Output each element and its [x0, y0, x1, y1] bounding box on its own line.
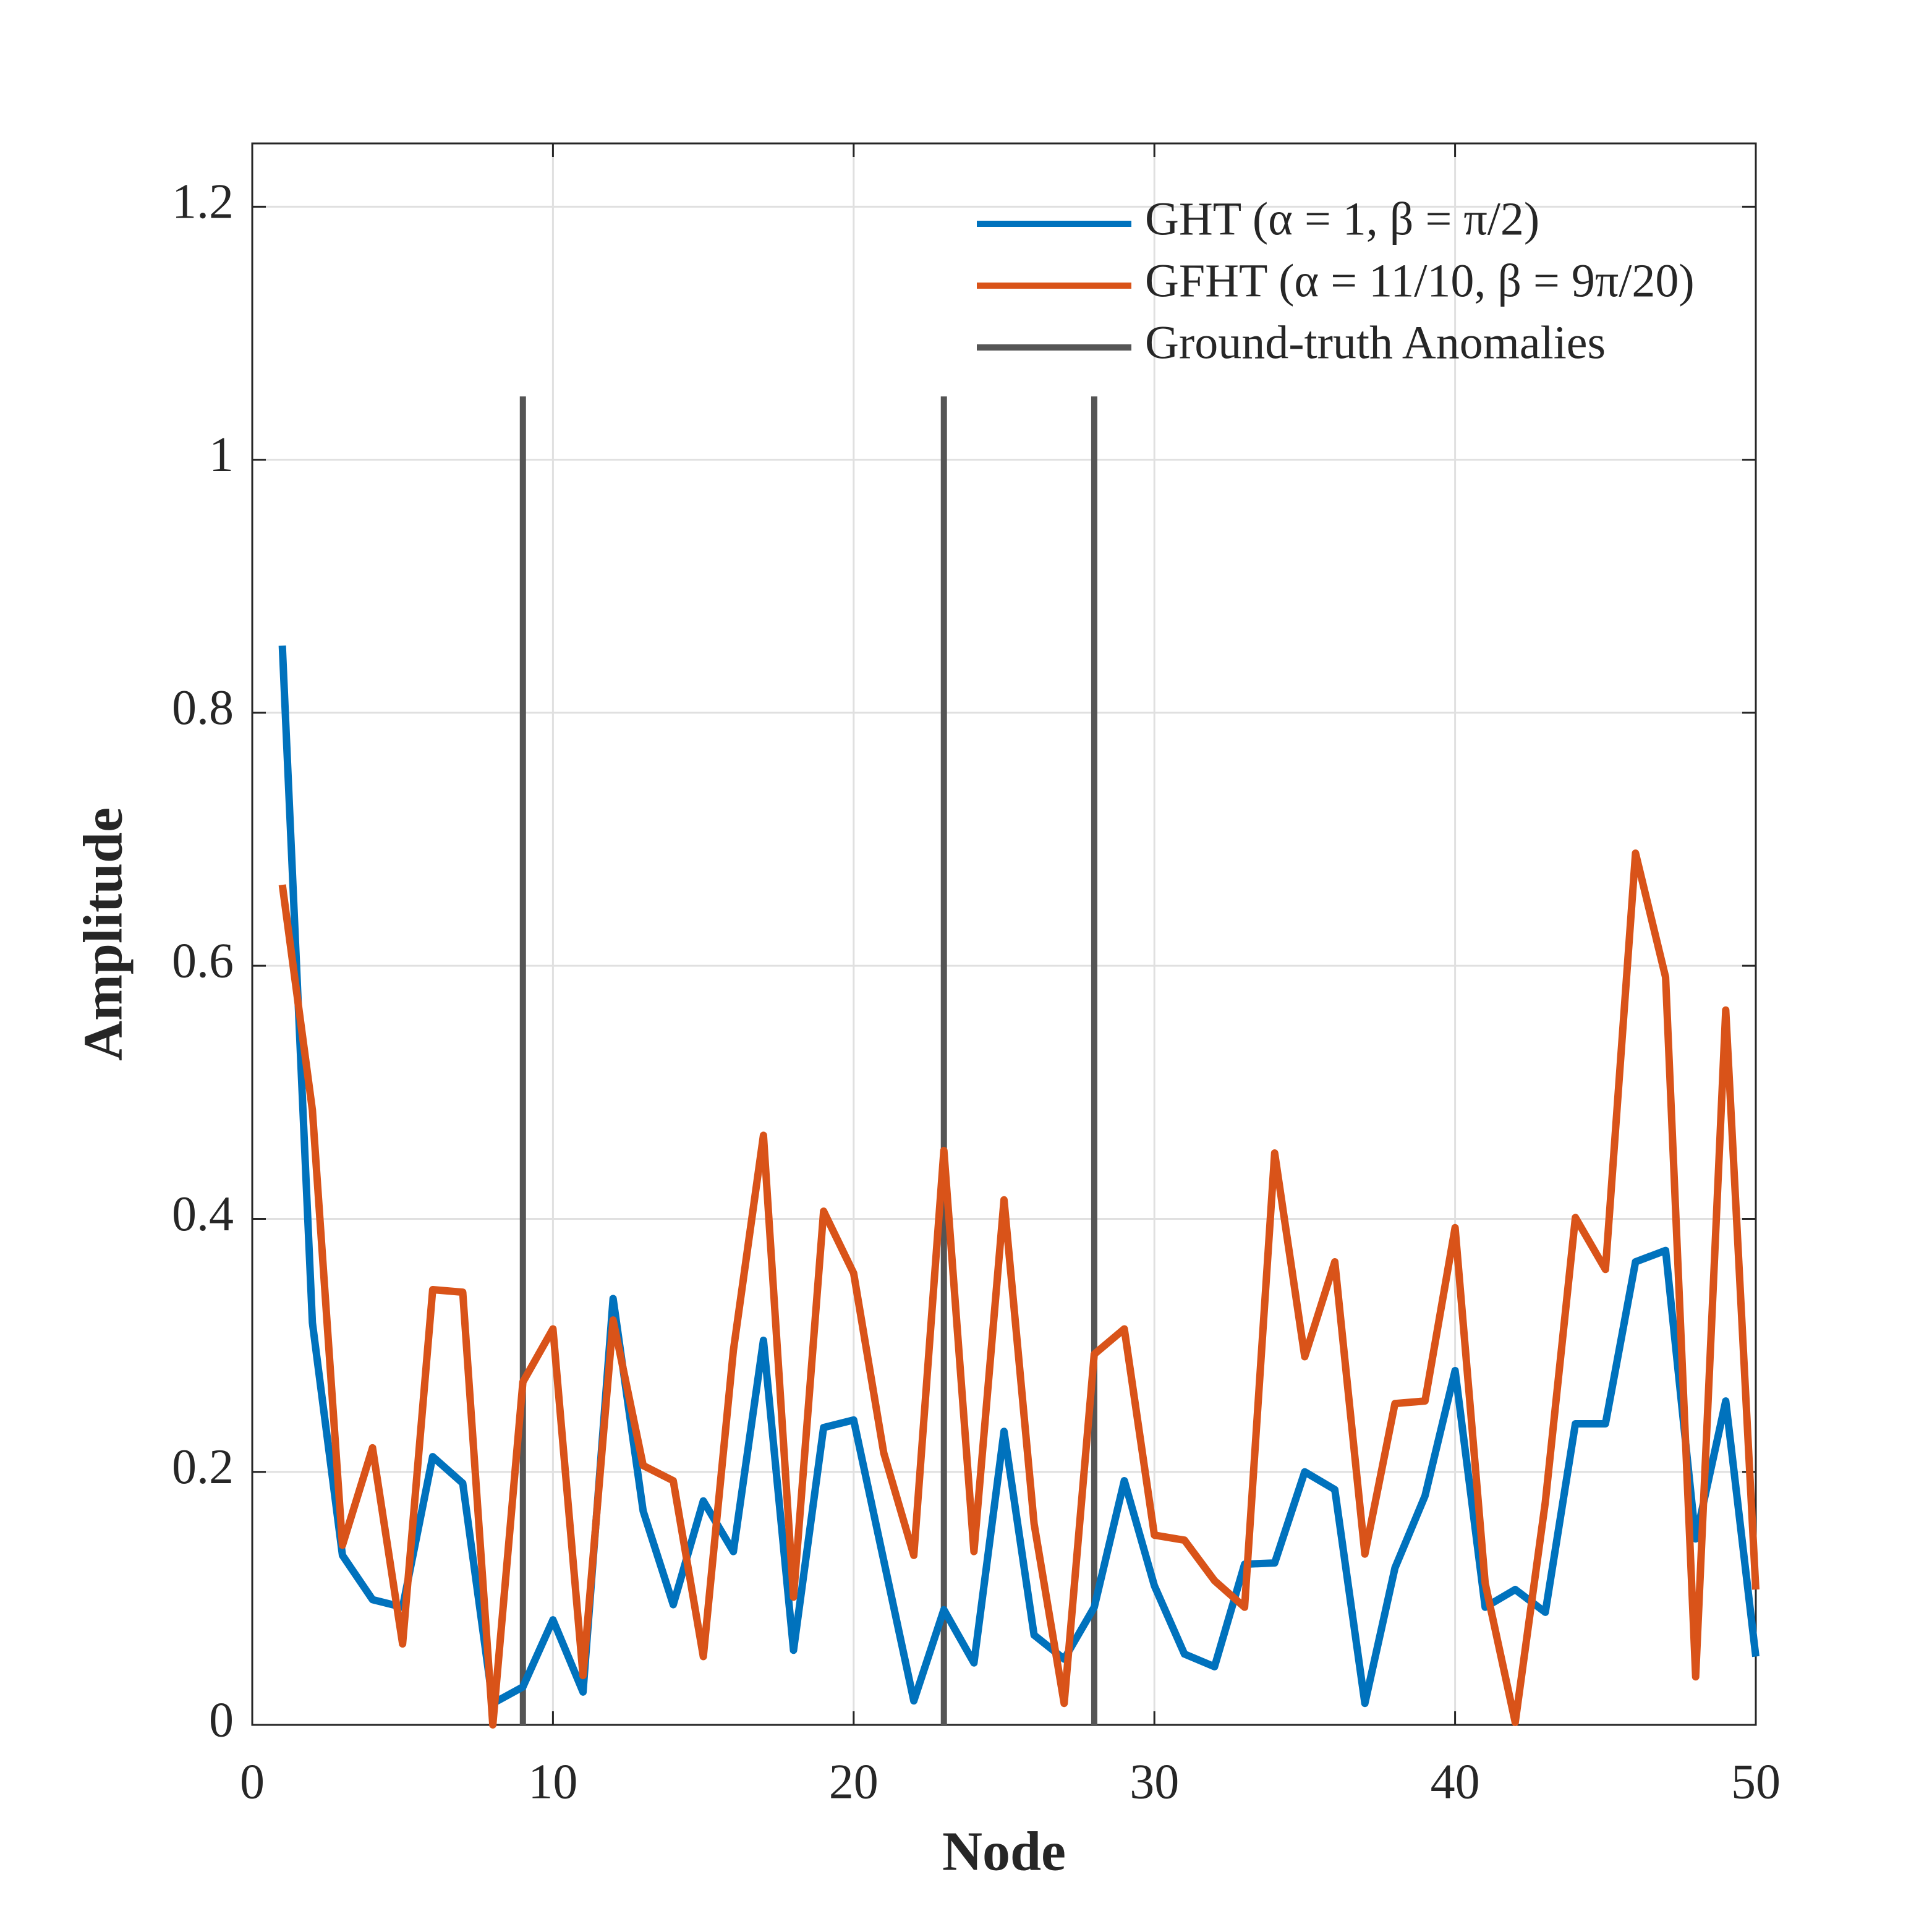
x-tick-label: 20 — [829, 1755, 879, 1809]
y-axis-label: Amplitude — [73, 807, 134, 1061]
series-line — [278, 645, 1760, 1708]
series-line — [278, 849, 1760, 1729]
y-tick-label: 1 — [209, 428, 234, 482]
x-axis-label: Node — [942, 1821, 1066, 1883]
x-tick-label: 10 — [528, 1755, 577, 1809]
legend-label: GFHT (α = 11/10, β = 9π/20) — [1145, 255, 1695, 307]
axes-box — [251, 142, 1757, 1726]
y-tick-label: 0.6 — [172, 934, 234, 989]
y-tick-label: 0 — [209, 1693, 234, 1747]
x-tick-label: 40 — [1431, 1755, 1480, 1809]
y-tick-label: 0.2 — [172, 1440, 234, 1494]
legend-label: GHT (α = 1, β = π/2) — [1145, 193, 1539, 245]
legend-label: Ground-truth Anomalies — [1145, 317, 1606, 368]
x-tick-label: 50 — [1731, 1755, 1781, 1809]
x-tick-label: 30 — [1130, 1755, 1179, 1809]
y-tick-label: 0.4 — [172, 1187, 234, 1241]
y-tick-label: 1.2 — [172, 175, 234, 229]
y-tick-label: 0.8 — [172, 681, 234, 735]
x-tick-label: 0 — [240, 1755, 265, 1809]
